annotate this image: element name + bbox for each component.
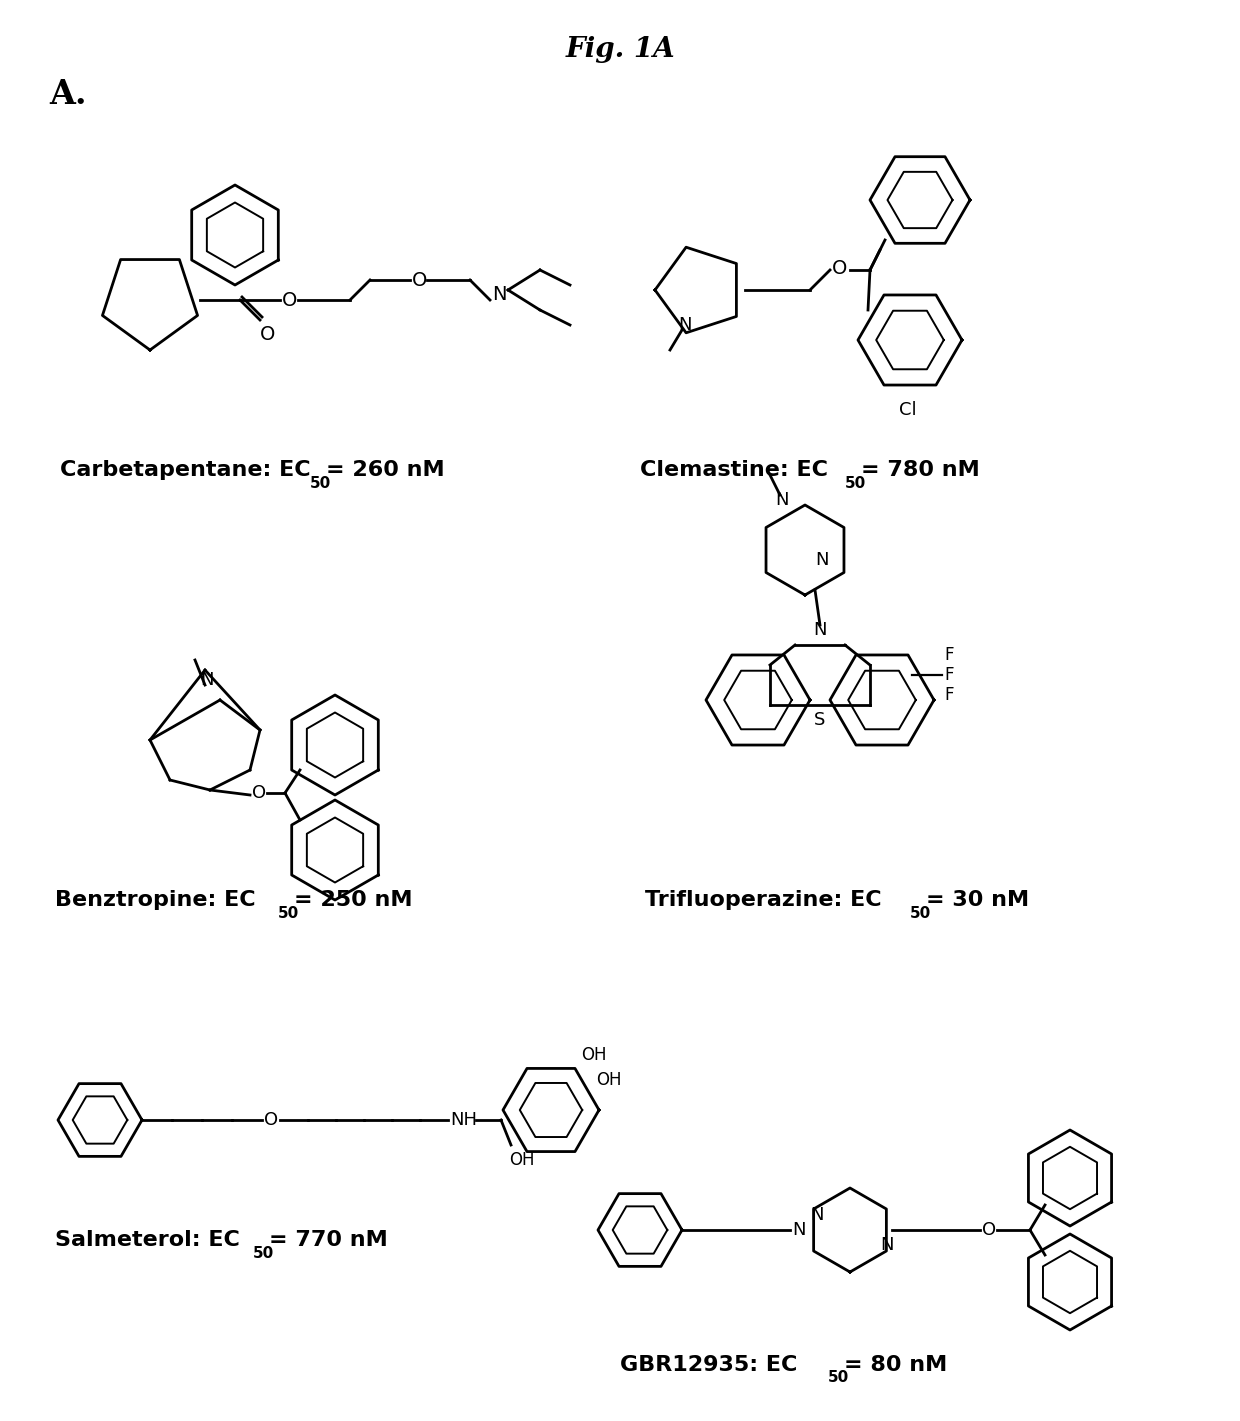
Text: 50: 50 (844, 476, 867, 490)
Text: N: N (880, 1236, 894, 1253)
Text: Trifluoperazine: EC: Trifluoperazine: EC (645, 890, 882, 909)
Text: N: N (775, 492, 789, 509)
Text: F: F (944, 647, 954, 664)
Text: Cl: Cl (899, 401, 916, 419)
Text: O: O (252, 784, 267, 801)
Text: GBR12935: EC: GBR12935: EC (620, 1356, 797, 1376)
Text: A.: A. (50, 78, 87, 111)
Text: Fig. 1A: Fig. 1A (565, 36, 675, 63)
Text: 50: 50 (910, 905, 931, 921)
Text: = 770 nM: = 770 nM (269, 1231, 388, 1250)
Text: N: N (200, 671, 213, 689)
Text: = 260 nM: = 260 nM (326, 460, 445, 480)
Text: Salmeterol: EC: Salmeterol: EC (55, 1231, 239, 1250)
Text: F: F (944, 666, 954, 684)
Text: = 780 nM: = 780 nM (861, 460, 980, 480)
Text: = 250 nM: = 250 nM (294, 890, 413, 909)
Text: F: F (944, 686, 954, 703)
Text: N: N (815, 551, 828, 568)
Text: O: O (260, 325, 275, 344)
Text: N: N (492, 286, 506, 304)
Text: N: N (813, 621, 827, 639)
Text: OH: OH (508, 1151, 534, 1169)
Text: OH: OH (582, 1046, 606, 1064)
Text: S: S (815, 710, 826, 729)
Text: O: O (832, 259, 847, 277)
Text: 50: 50 (828, 1370, 849, 1385)
Text: N: N (792, 1221, 806, 1239)
Text: Carbetapentane: EC: Carbetapentane: EC (60, 460, 311, 480)
Text: Clemastine: EC: Clemastine: EC (640, 460, 828, 480)
Text: NH: NH (450, 1111, 477, 1130)
Text: N: N (810, 1206, 823, 1223)
Text: O: O (264, 1111, 278, 1130)
Text: O: O (281, 290, 298, 310)
Text: = 30 nM: = 30 nM (926, 890, 1029, 909)
Text: 50: 50 (278, 905, 299, 921)
Text: OH: OH (596, 1071, 621, 1088)
Text: 50: 50 (253, 1245, 274, 1260)
Text: Benztropine: EC: Benztropine: EC (55, 890, 255, 909)
Text: O: O (412, 270, 428, 290)
Text: N: N (678, 315, 692, 334)
Text: = 80 nM: = 80 nM (844, 1356, 947, 1376)
Text: O: O (982, 1221, 996, 1239)
Text: 50: 50 (310, 476, 331, 490)
